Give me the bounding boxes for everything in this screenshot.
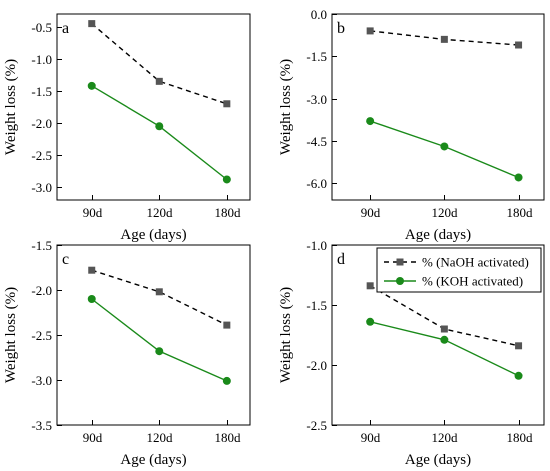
koh-point (514, 371, 523, 380)
y-tick-label: -3.0 (31, 373, 52, 388)
koh-point (155, 347, 164, 356)
y-tick-label: -6.0 (306, 176, 327, 191)
x-tick-label: 120d (432, 430, 459, 445)
x-tick-label: 120d (147, 430, 174, 445)
x-tick-label: 120d (147, 205, 174, 220)
plot-frame (56, 13, 251, 201)
panel-c: -1.5 -2.0 -2.5 -3.0 -3.5 90d 120d 180d Age (days… (3, 238, 251, 468)
panel-a: -0.5 -1.0 -1.5 -2.0 -2.5 -3.0 90d 120d 180d Age (… (3, 13, 251, 243)
x-tick-label: 180d (215, 205, 242, 220)
x-tick-label: 180d (507, 205, 534, 220)
koh-point (222, 175, 231, 184)
y-axis-title: Weight loss (%) (278, 287, 294, 383)
y-tick-label: -1.5 (31, 84, 52, 99)
y-tick-label: -2.0 (31, 283, 52, 298)
panel-letter: b (337, 20, 345, 37)
panel-d: -1.0 -1.5 -2.0 -2.5 90d 120d 180d Age (days) Wei… (278, 238, 545, 468)
panel-letter: c (62, 251, 69, 268)
y-tick-label: -2.0 (306, 358, 327, 373)
koh-point (366, 117, 375, 126)
naoh-point (440, 325, 448, 333)
y-tick-label: -3.0 (31, 180, 52, 195)
panel-letter: d (337, 251, 345, 268)
legend-label: % (NaOH activated) (422, 255, 529, 270)
y-tick-label: -3.5 (31, 418, 52, 433)
y-tick-label: -1.5 (31, 238, 52, 253)
panel-letter: a (62, 20, 69, 37)
x-tick-label: 180d (215, 430, 242, 445)
legend-marker (396, 277, 404, 285)
koh-point (440, 335, 449, 344)
naoh-series-line (91, 23, 228, 105)
y-tick-label: -1.0 (31, 52, 52, 67)
panel-b: 0.0 -1.5 -3.0 -4.5 -6.0 90d 120d 180d Age (days)… (278, 7, 545, 243)
y-tick-label: -2.0 (31, 116, 52, 131)
y-axis-title: Weight loss (%) (3, 59, 19, 155)
koh-point (87, 295, 96, 303)
naoh-point (88, 266, 96, 274)
naoh-point (366, 27, 374, 35)
koh-point (514, 173, 523, 182)
koh-point (222, 376, 231, 385)
legend: % (NaOH activated) % (KOH activated) (376, 247, 542, 293)
y-tick-label: -1.0 (306, 238, 327, 253)
x-axis-title: Age (days) (120, 452, 186, 468)
x-tick-label: 90d (83, 430, 103, 445)
naoh-point (223, 100, 231, 108)
naoh-point (515, 41, 523, 49)
naoh-point (88, 20, 96, 28)
naoh-point (155, 77, 163, 85)
x-axis-title: Age (days) (120, 227, 186, 243)
x-tick-label: 120d (432, 205, 459, 220)
koh-point (87, 81, 96, 90)
naoh-point (515, 342, 523, 350)
naoh-point (440, 35, 448, 43)
x-tick-label: 90d (361, 430, 381, 445)
naoh-series-line (91, 269, 228, 326)
x-axis-title: Age (days) (405, 227, 471, 243)
y-tick-label: -2.5 (31, 148, 52, 163)
naoh-point (223, 321, 231, 329)
plot-frame (331, 13, 545, 201)
y-tick-label: -4.5 (306, 134, 327, 149)
y-axis-title: Weight loss (%) (278, 59, 294, 155)
legend-label: % (KOH activated) (422, 274, 523, 289)
legend-box (376, 247, 542, 293)
y-tick-label: -0.5 (31, 20, 52, 35)
koh-series-line (91, 85, 228, 181)
y-tick-label: -2.5 (31, 328, 52, 343)
naoh-point (155, 288, 163, 296)
y-axis-title: Weight loss (%) (3, 287, 19, 383)
y-tick-label: -3.0 (306, 92, 327, 107)
x-tick-label: 90d (83, 205, 103, 220)
y-tick-label: -2.5 (306, 418, 327, 433)
koh-point (155, 122, 164, 131)
koh-point (440, 142, 449, 151)
y-tick-label: 0.0 (311, 7, 327, 22)
x-tick-label: 90d (361, 205, 381, 220)
y-tick-label: -1.5 (306, 298, 327, 313)
koh-series-line (91, 298, 228, 382)
naoh-point (366, 282, 374, 290)
x-axis-title: Age (days) (405, 452, 471, 468)
x-tick-label: 180d (507, 430, 534, 445)
legend-marker (396, 258, 404, 266)
plot-frame (331, 244, 545, 426)
koh-point (366, 317, 375, 326)
y-tick-label: -1.5 (306, 49, 327, 64)
plot-frame (56, 244, 251, 426)
